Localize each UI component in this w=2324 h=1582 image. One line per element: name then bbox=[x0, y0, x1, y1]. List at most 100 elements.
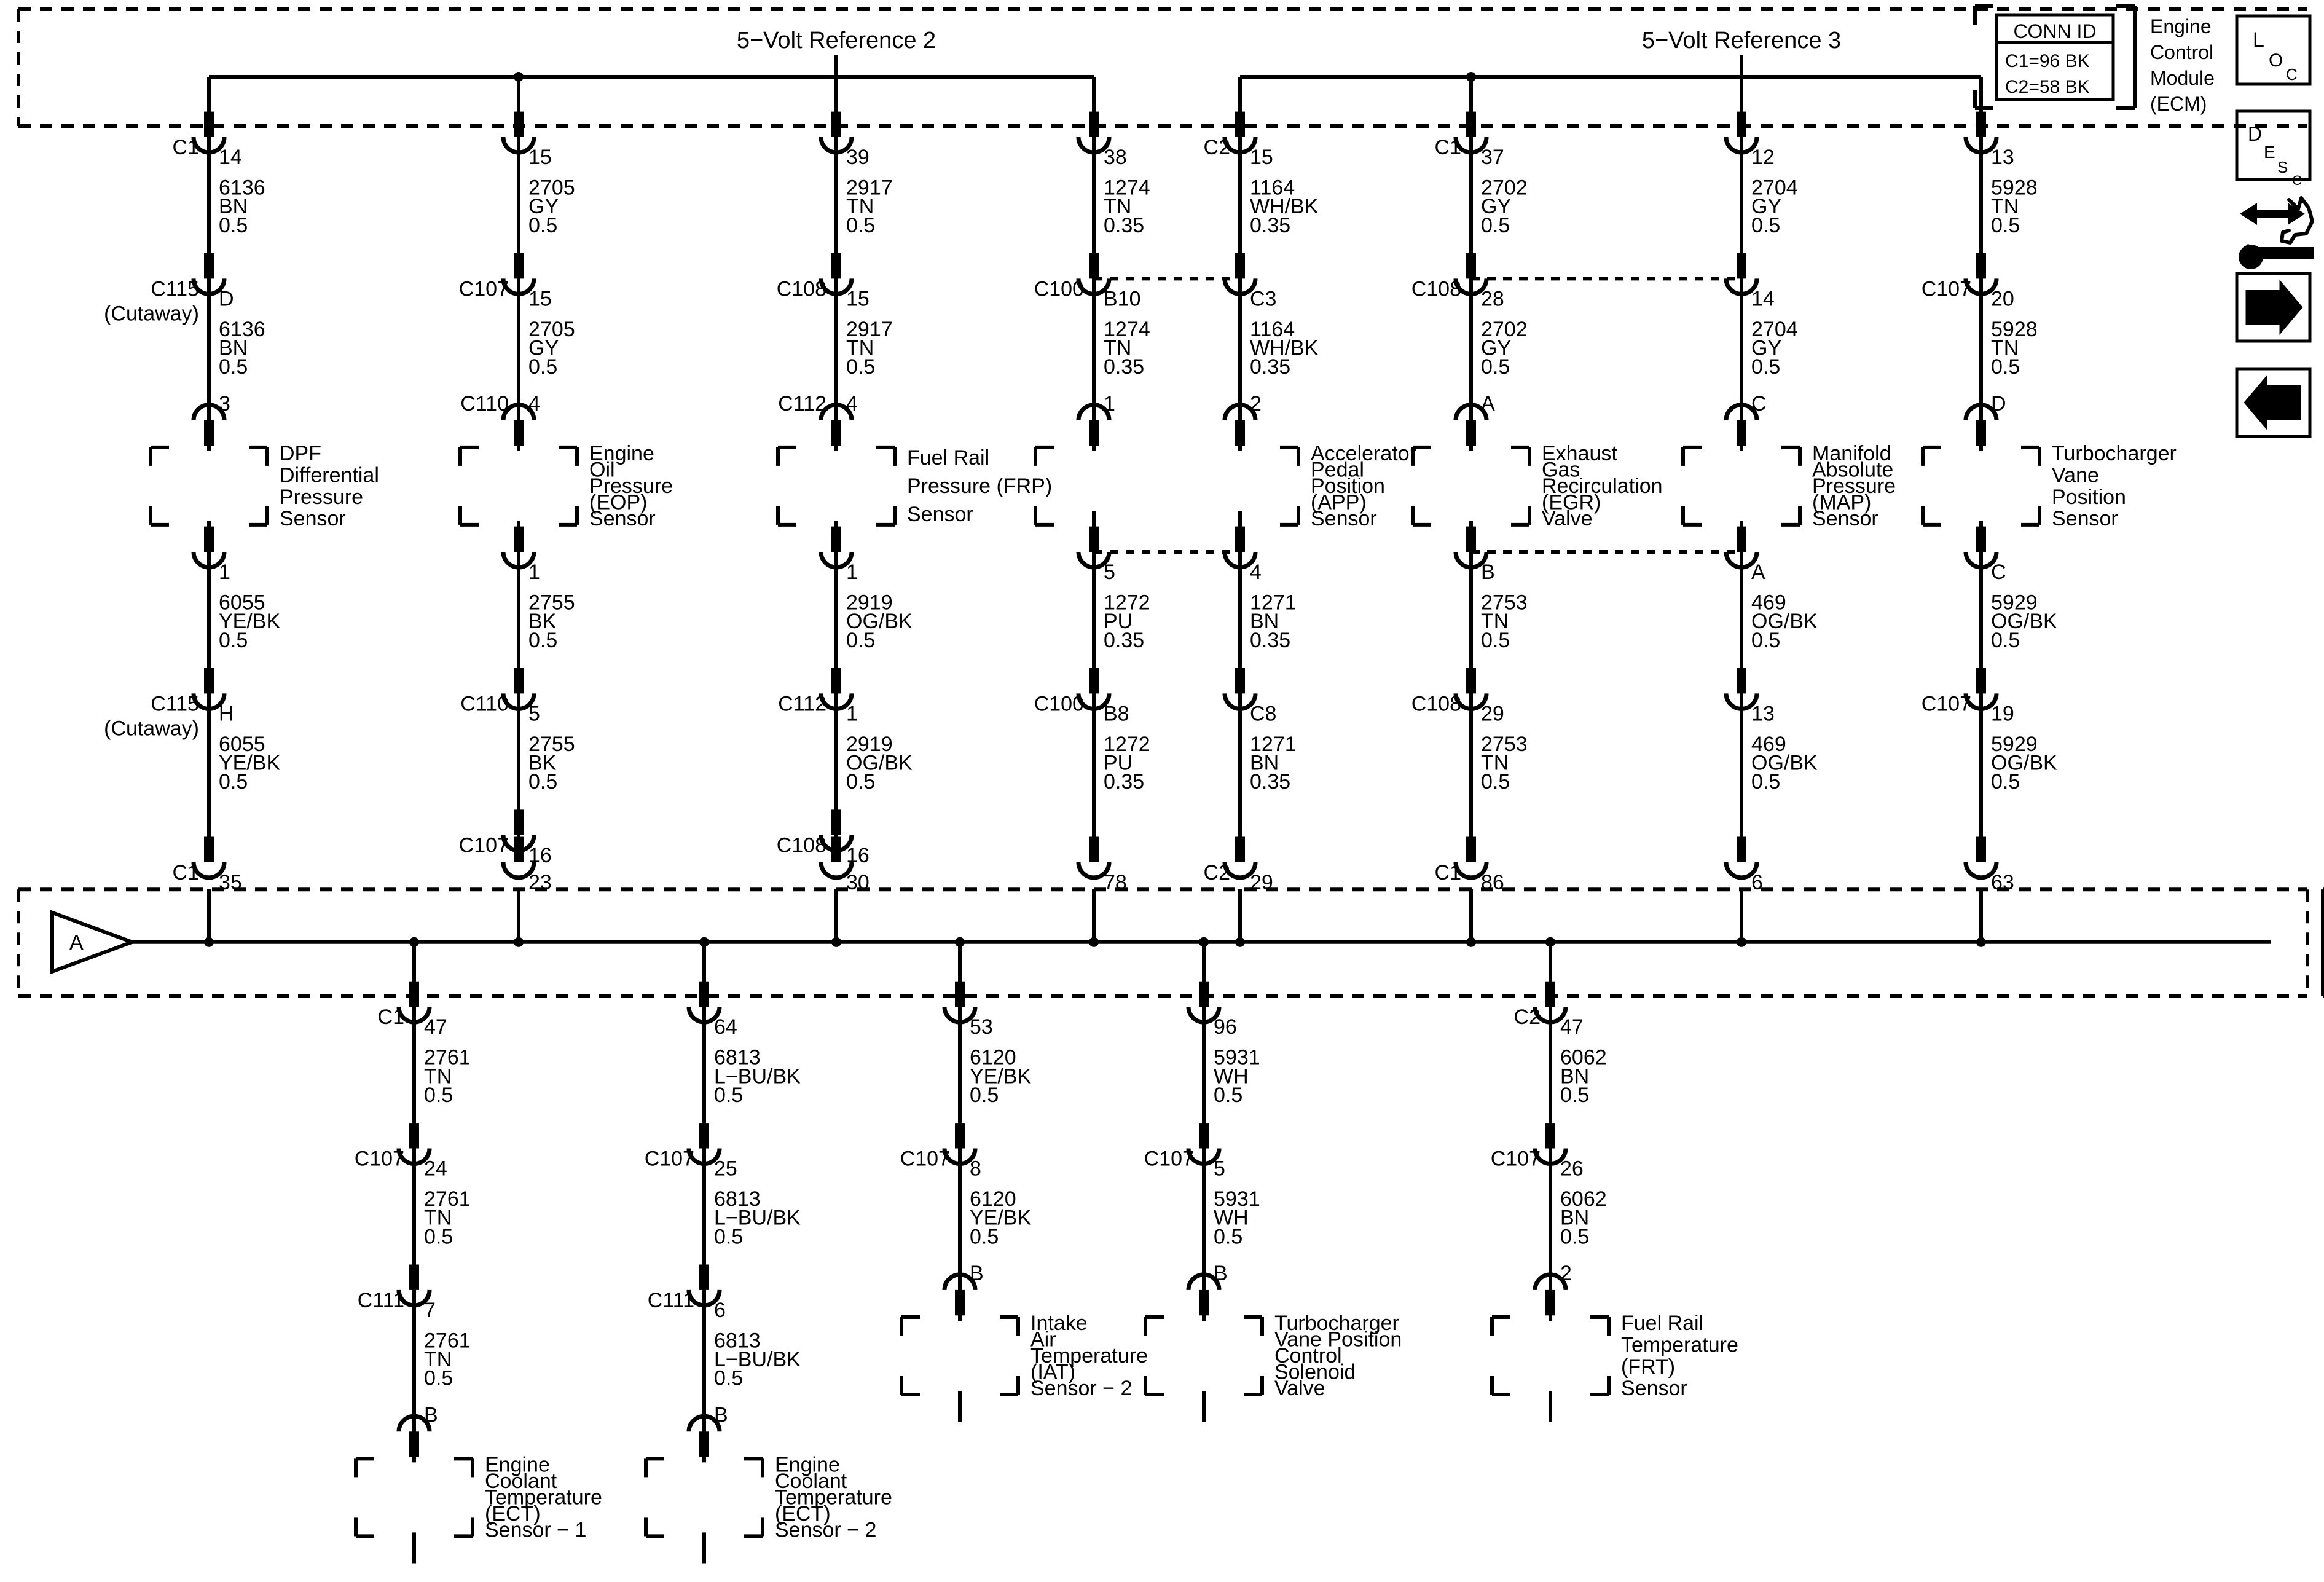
svg-text:D: D bbox=[1991, 392, 2006, 415]
svg-text:0.5: 0.5 bbox=[1560, 1225, 1589, 1248]
svg-text:C107: C107 bbox=[1144, 1147, 1194, 1170]
svg-text:Sensor − 1: Sensor − 1 bbox=[485, 1519, 586, 1542]
svg-text:13: 13 bbox=[1991, 146, 2014, 169]
svg-text:0.5: 0.5 bbox=[714, 1225, 743, 1248]
svg-text:DPF: DPF bbox=[280, 442, 321, 465]
svg-text:Sensor: Sensor bbox=[589, 507, 656, 530]
svg-text:0.5: 0.5 bbox=[970, 1225, 999, 1248]
svg-text:0.5: 0.5 bbox=[424, 1084, 453, 1107]
svg-text:C107: C107 bbox=[459, 277, 509, 301]
svg-text:19: 19 bbox=[1991, 702, 2014, 726]
svg-text:0.5: 0.5 bbox=[846, 629, 875, 652]
svg-text:0.35: 0.35 bbox=[1104, 629, 1144, 652]
svg-text:C1: C1 bbox=[1435, 861, 1461, 884]
svg-text:(Cutaway): (Cutaway) bbox=[104, 717, 199, 740]
svg-text:14: 14 bbox=[1751, 288, 1775, 311]
svg-text:15: 15 bbox=[528, 288, 552, 311]
svg-text:O: O bbox=[2269, 50, 2283, 71]
svg-text:0.5: 0.5 bbox=[1991, 770, 2020, 793]
svg-text:B: B bbox=[714, 1403, 728, 1427]
svg-text:0.5: 0.5 bbox=[1991, 214, 2020, 237]
svg-text:H: H bbox=[219, 702, 234, 726]
svg-text:0.5: 0.5 bbox=[219, 629, 248, 652]
svg-text:C108: C108 bbox=[1411, 692, 1461, 715]
svg-text:C2: C2 bbox=[1204, 861, 1230, 884]
svg-text:0.35: 0.35 bbox=[1250, 770, 1290, 793]
svg-text:0.5: 0.5 bbox=[846, 214, 875, 237]
svg-text:C2=58 BK: C2=58 BK bbox=[2005, 77, 2090, 97]
svg-text:2: 2 bbox=[1560, 1262, 1572, 1285]
svg-text:C107: C107 bbox=[355, 1147, 404, 1170]
svg-text:0.5: 0.5 bbox=[424, 1367, 453, 1390]
svg-text:B10: B10 bbox=[1104, 288, 1141, 311]
svg-text:C: C bbox=[1751, 392, 1767, 415]
svg-text:96: 96 bbox=[1214, 1015, 1237, 1039]
svg-text:0.5: 0.5 bbox=[846, 770, 875, 793]
svg-text:24: 24 bbox=[424, 1157, 447, 1181]
svg-text:Valve: Valve bbox=[1274, 1377, 1325, 1400]
svg-text:CONN ID: CONN ID bbox=[2013, 20, 2096, 42]
svg-text:0.35: 0.35 bbox=[1250, 214, 1290, 237]
svg-text:1: 1 bbox=[528, 561, 540, 584]
svg-text:37: 37 bbox=[1481, 146, 1504, 169]
svg-text:5: 5 bbox=[1214, 1157, 1225, 1181]
svg-text:0.5: 0.5 bbox=[528, 629, 557, 652]
svg-text:0.5: 0.5 bbox=[714, 1367, 743, 1390]
svg-text:0.5: 0.5 bbox=[219, 214, 248, 237]
svg-text:8: 8 bbox=[970, 1157, 981, 1181]
svg-text:3: 3 bbox=[219, 392, 230, 415]
svg-text:Sensor − 2: Sensor − 2 bbox=[775, 1519, 876, 1542]
svg-text:0.5: 0.5 bbox=[219, 770, 248, 793]
svg-text:0.35: 0.35 bbox=[1104, 214, 1144, 237]
svg-text:Fuel Rail: Fuel Rail bbox=[1621, 1312, 1703, 1335]
svg-text:0.5: 0.5 bbox=[1481, 629, 1510, 652]
svg-text:39: 39 bbox=[846, 146, 870, 169]
svg-text:4: 4 bbox=[1250, 561, 1262, 584]
svg-text:(ECM): (ECM) bbox=[2150, 93, 2207, 115]
svg-text:C1=96 BK: C1=96 BK bbox=[2005, 51, 2090, 71]
svg-text:0.5: 0.5 bbox=[528, 214, 557, 237]
svg-text:0.5: 0.5 bbox=[1751, 629, 1780, 652]
svg-text:C8: C8 bbox=[1250, 702, 1276, 726]
svg-text:38: 38 bbox=[1104, 146, 1127, 169]
svg-text:C110: C110 bbox=[460, 392, 509, 415]
svg-text:C107: C107 bbox=[900, 1147, 950, 1170]
svg-text:C100: C100 bbox=[1034, 692, 1084, 715]
svg-text:B8: B8 bbox=[1104, 702, 1129, 726]
svg-text:B: B bbox=[424, 1403, 438, 1427]
svg-text:2: 2 bbox=[1250, 392, 1262, 415]
svg-text:47: 47 bbox=[424, 1015, 447, 1039]
svg-text:C107: C107 bbox=[459, 834, 509, 857]
svg-text:C110: C110 bbox=[460, 692, 509, 715]
svg-text:0.35: 0.35 bbox=[1104, 355, 1144, 379]
svg-text:7: 7 bbox=[424, 1299, 436, 1322]
svg-text:25: 25 bbox=[714, 1157, 737, 1181]
svg-text:0.5: 0.5 bbox=[1751, 214, 1780, 237]
svg-text:26: 26 bbox=[1560, 1157, 1584, 1181]
svg-text:S: S bbox=[2277, 158, 2288, 176]
svg-text:Sensor − 2: Sensor − 2 bbox=[1030, 1377, 1132, 1400]
svg-text:29: 29 bbox=[1481, 702, 1504, 726]
svg-text:C108: C108 bbox=[777, 834, 826, 857]
svg-text:(Cutaway): (Cutaway) bbox=[104, 302, 199, 325]
svg-text:12: 12 bbox=[1751, 146, 1775, 169]
svg-text:Sensor: Sensor bbox=[907, 503, 973, 526]
svg-text:Sensor: Sensor bbox=[1621, 1377, 1687, 1400]
svg-text:0.5: 0.5 bbox=[1481, 770, 1510, 793]
svg-text:53: 53 bbox=[970, 1015, 993, 1039]
svg-text:Sensor: Sensor bbox=[1812, 507, 1878, 530]
svg-text:Sensor: Sensor bbox=[2052, 507, 2118, 530]
svg-text:C2: C2 bbox=[1514, 1005, 1541, 1029]
svg-text:Temperature: Temperature bbox=[1621, 1334, 1738, 1357]
svg-text:Control: Control bbox=[2150, 41, 2213, 63]
svg-text:0.5: 0.5 bbox=[528, 770, 557, 793]
svg-text:1: 1 bbox=[1104, 392, 1115, 415]
svg-text:0.5: 0.5 bbox=[1751, 355, 1780, 379]
svg-text:4: 4 bbox=[846, 392, 858, 415]
svg-text:B: B bbox=[1481, 561, 1495, 584]
svg-text:15: 15 bbox=[528, 146, 552, 169]
svg-text:28: 28 bbox=[1481, 288, 1504, 311]
svg-text:20: 20 bbox=[1991, 288, 2014, 311]
svg-text:Sensor: Sensor bbox=[1311, 507, 1377, 530]
svg-text:C1: C1 bbox=[173, 136, 199, 159]
